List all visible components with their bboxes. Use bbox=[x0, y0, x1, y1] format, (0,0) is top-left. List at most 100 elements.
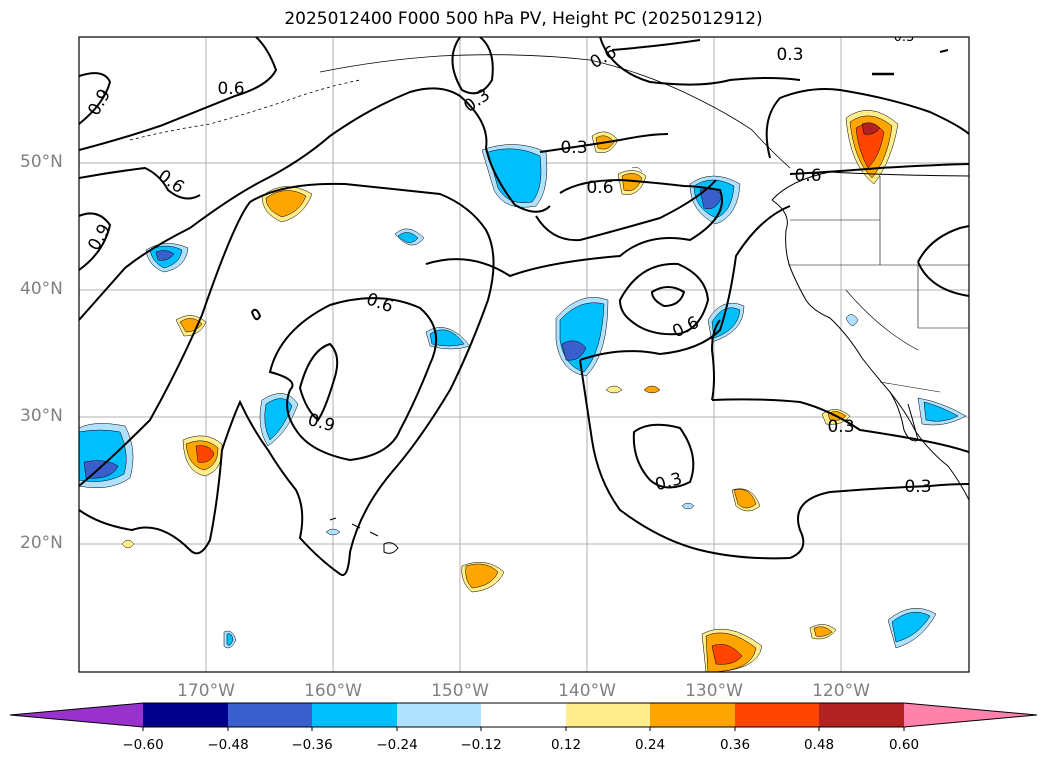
contour-line bbox=[535, 179, 717, 242]
pv-blob bbox=[923, 401, 959, 422]
island bbox=[939, 49, 949, 53]
lon-label-140w: 140°W bbox=[558, 681, 616, 701]
contour-line bbox=[632, 423, 695, 489]
pv-blob bbox=[487, 148, 542, 203]
contour-label: 0.6 bbox=[669, 313, 702, 343]
colorbar-tick-label: −0.24 bbox=[376, 737, 418, 753]
pv-blob bbox=[121, 539, 135, 549]
graticule bbox=[79, 37, 969, 672]
colorbar-extend-high bbox=[904, 703, 1037, 727]
contour-label: 0.3 bbox=[560, 138, 587, 158]
state-borders bbox=[788, 176, 969, 393]
map-title: 2025012400 F000 500 hPa PV, Height PC (2… bbox=[284, 9, 763, 29]
contour-line bbox=[451, 37, 494, 95]
plot-border bbox=[78, 36, 970, 673]
pv-blob bbox=[226, 633, 234, 646]
pv-blob bbox=[155, 250, 175, 261]
coastline-baja bbox=[889, 391, 919, 442]
lat-label-20n: 20°N bbox=[20, 533, 63, 553]
colorbar-swatch bbox=[650, 703, 735, 727]
contour-label: 0.3 bbox=[904, 477, 931, 497]
pv-blob bbox=[845, 314, 859, 326]
lon-label-150w: 150°W bbox=[431, 681, 489, 701]
pv-blob bbox=[605, 385, 623, 394]
contour-labels: 0.9 0.6 0.3 0.3 0.6 0.6 0.6 0.9 0.6 0.9 … bbox=[84, 30, 931, 497]
contour-label: 0.3 bbox=[653, 469, 684, 495]
contour-label: 0.6 bbox=[794, 166, 821, 186]
colorbar-tick-label: −0.36 bbox=[291, 737, 333, 753]
colorbar-tick-label: 0.36 bbox=[719, 737, 751, 753]
contour-line bbox=[789, 163, 969, 175]
colorbar-swatch bbox=[143, 703, 228, 727]
contour-line bbox=[298, 342, 339, 422]
pv-blob bbox=[195, 445, 215, 463]
colorbar-tick-label: 0.60 bbox=[888, 737, 920, 753]
pv-blob bbox=[397, 232, 419, 243]
coastline-aleutians bbox=[129, 79, 361, 141]
colorbar-swatch bbox=[228, 703, 312, 727]
contour-line bbox=[579, 359, 969, 560]
contour-label: 0.6 bbox=[217, 79, 244, 99]
pv-blob bbox=[861, 122, 881, 135]
pv-blob bbox=[621, 173, 643, 191]
hawaii-islands bbox=[329, 517, 399, 554]
coastline-west-coast bbox=[771, 199, 969, 501]
contour-line bbox=[268, 297, 437, 462]
contour-line bbox=[79, 37, 278, 151]
contour-line bbox=[250, 308, 262, 321]
pv-blob bbox=[325, 528, 341, 536]
coastlines bbox=[129, 49, 969, 554]
lon-label-130w: 130°W bbox=[685, 681, 743, 701]
contour-line bbox=[917, 225, 969, 297]
coastline-alaska bbox=[319, 54, 791, 169]
contour-label: 0.3 bbox=[894, 30, 915, 45]
contour-label: 0.9 bbox=[306, 410, 337, 436]
pv-blob bbox=[265, 190, 307, 218]
pv-blob bbox=[631, 166, 643, 173]
contour-line bbox=[711, 398, 969, 453]
height-contours bbox=[79, 37, 969, 576]
pv-blob bbox=[733, 489, 757, 509]
contour-line bbox=[710, 319, 721, 401]
contour-label: 0.3 bbox=[776, 45, 803, 65]
contour-line bbox=[79, 87, 551, 321]
pv-anomaly-fills bbox=[79, 110, 967, 672]
colorbar-extend-low bbox=[10, 703, 143, 727]
colorbar-tick-label: −0.48 bbox=[207, 737, 249, 753]
contour-label: 0.3 bbox=[827, 417, 854, 437]
lat-label-40n: 40°N bbox=[20, 279, 63, 299]
colorbar-tick-label: 0.48 bbox=[803, 737, 835, 753]
pv-blob bbox=[561, 340, 587, 361]
contour-line bbox=[79, 212, 112, 271]
contour-label: 0.3 bbox=[460, 85, 494, 117]
contour-line bbox=[79, 166, 201, 200]
contour-label: 0.6 bbox=[586, 178, 613, 198]
colorbar-swatch bbox=[481, 703, 566, 727]
contour-line bbox=[79, 182, 495, 576]
colorbar-swatch bbox=[735, 703, 819, 727]
colorbar-swatch bbox=[566, 703, 650, 727]
lon-label-170w: 170°W bbox=[177, 681, 235, 701]
contour-line bbox=[611, 39, 701, 51]
pv-blob bbox=[681, 502, 695, 510]
colorbar-tick-label: −0.12 bbox=[460, 737, 502, 753]
contour-label: 0.6 bbox=[587, 42, 620, 73]
pv-blob bbox=[465, 563, 499, 589]
map-plot-area: 0.9 0.6 0.3 0.3 0.6 0.6 0.6 0.9 0.6 0.9 … bbox=[79, 30, 969, 672]
contour-line bbox=[618, 262, 710, 336]
contour-line bbox=[539, 133, 669, 153]
contour-line bbox=[579, 205, 791, 361]
colorbar-tick-label: 0.24 bbox=[634, 737, 666, 753]
colorbar-swatch bbox=[819, 703, 904, 727]
colorbar-tick-label: −0.60 bbox=[122, 737, 164, 753]
lat-label-50n: 50°N bbox=[20, 152, 63, 172]
pv-blob bbox=[643, 385, 661, 394]
contour-line bbox=[650, 286, 686, 308]
pv-blob bbox=[429, 329, 465, 347]
colorbar bbox=[9, 702, 1038, 731]
lon-label-160w: 160°W bbox=[304, 681, 362, 701]
colorbar-tick-label: 0.12 bbox=[550, 737, 582, 753]
pv-blob bbox=[813, 626, 833, 637]
pv-blob bbox=[264, 398, 293, 441]
